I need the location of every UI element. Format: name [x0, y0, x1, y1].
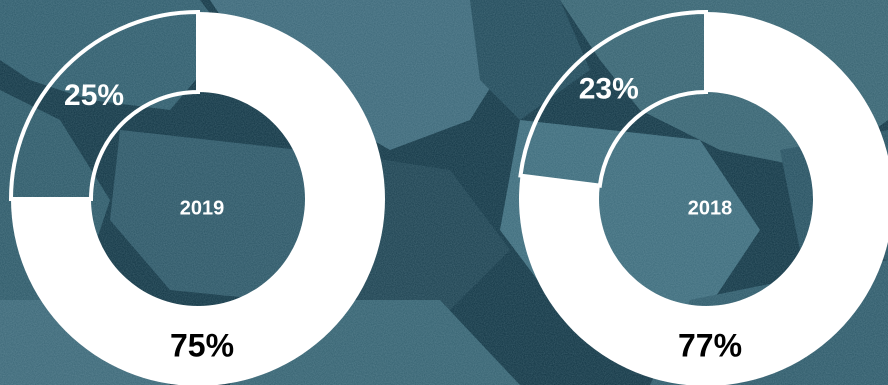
slice-2019-minor [8, 9, 200, 201]
slice-2018-minor-label: 23% [579, 73, 639, 106]
donut-chart-2019: 25% 75% 2019 [8, 9, 385, 385]
slice-2019-minor-label: 25% [64, 79, 124, 112]
slice-2019-major-label: 75% [170, 327, 234, 363]
center-label-2019: 2019 [180, 197, 225, 219]
center-label-2018: 2018 [688, 197, 733, 219]
slice-2018-minor [518, 9, 708, 188]
slice-2019-major [11, 12, 385, 385]
donut-chart-2018: 23% 77% 2018 [518, 9, 888, 385]
slice-2018-major [519, 12, 888, 385]
slice-2018-major-label: 77% [678, 327, 742, 363]
